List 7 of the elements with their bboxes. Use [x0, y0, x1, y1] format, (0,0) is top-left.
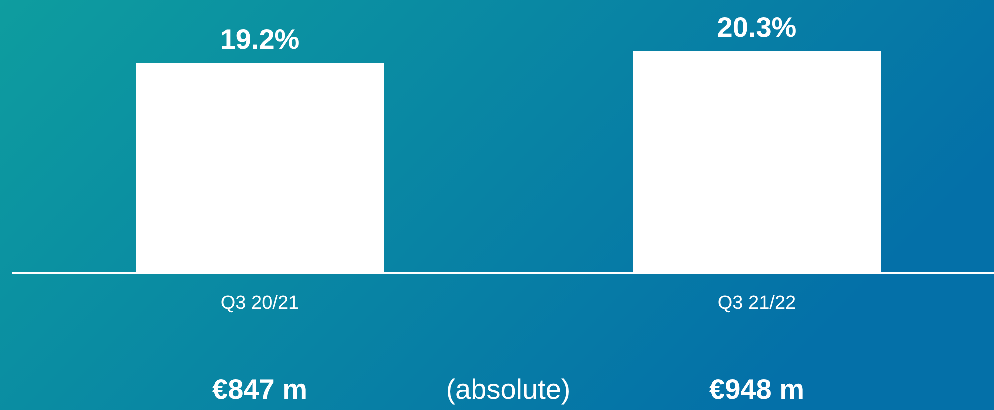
x-tick-label: Q3 20/21 [220, 293, 300, 314]
data-label: 20.3% [717, 12, 797, 43]
x-tick-label: Q3 21/22 [718, 293, 796, 314]
text: €948 m [710, 374, 804, 405]
text: (absolute) [446, 374, 571, 405]
text: €847 m [212, 374, 308, 405]
data-label: 19.2% [220, 24, 300, 56]
